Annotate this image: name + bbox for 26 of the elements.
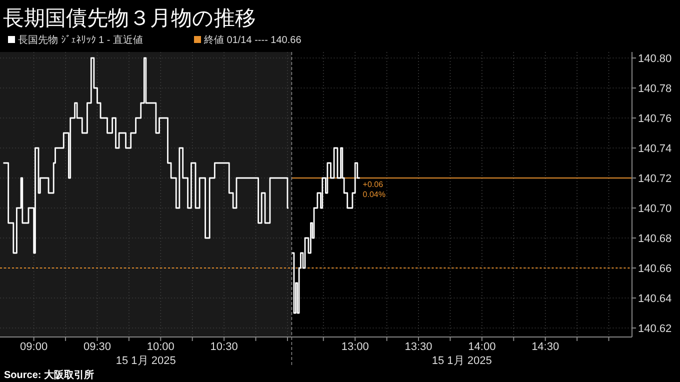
- y-tick-label: 140.78: [638, 83, 672, 95]
- y-tick-label: 140.64: [638, 293, 672, 305]
- y-tick-label: 140.76: [638, 113, 672, 125]
- annotation: +0.06: [362, 180, 384, 189]
- x-tick-label: 10:00: [146, 341, 174, 353]
- y-tick-label: 140.68: [638, 233, 672, 245]
- y-tick-label: 140.72: [638, 173, 672, 185]
- y-tick-label: 140.62: [638, 323, 672, 335]
- x-tick-label: 09:30: [83, 341, 111, 353]
- source-note: Source: 大阪取引所: [4, 369, 94, 381]
- legend-label: 長国先物 ｼﾞｪﾈﾘｯｸ 1 - 直近値: [18, 34, 144, 46]
- y-tick-label: 140.70: [638, 203, 672, 215]
- x-tick-label: 14:00: [468, 341, 496, 353]
- x-tick-label: 09:00: [20, 341, 48, 353]
- y-tick-label: 140.80: [638, 53, 672, 65]
- annotation: 0.04%: [362, 190, 386, 199]
- y-tick-label: 140.74: [638, 143, 672, 155]
- chart-title: 長期国債先物３月物の推移: [3, 7, 256, 30]
- x-tick-label: 14:30: [532, 341, 560, 353]
- x-axis-title: 15 1月 2025: [116, 355, 176, 367]
- legend-label: 終値 01/14 ---- 140.66: [203, 34, 302, 46]
- x-tick-label: 13:30: [404, 341, 432, 353]
- x-tick-label: 13:00: [341, 341, 369, 353]
- x-tick-label: 10:30: [210, 341, 238, 353]
- x-axis-title: 15 1月 2025: [432, 355, 492, 367]
- y-tick-label: 140.66: [638, 263, 672, 275]
